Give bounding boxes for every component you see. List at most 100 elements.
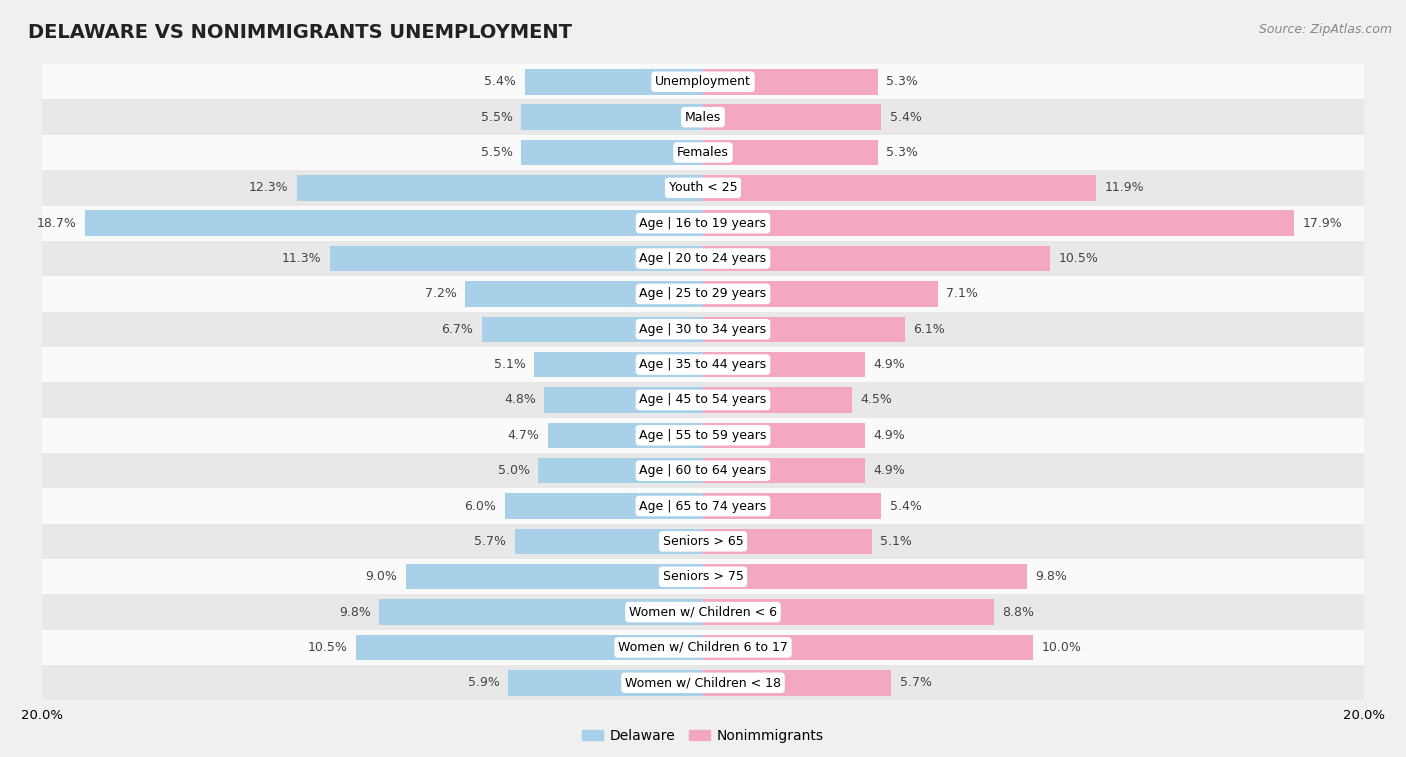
Bar [703,600,994,625]
Bar [42,453,1364,488]
Text: 6.1%: 6.1% [912,322,945,336]
Bar [703,670,891,696]
Bar [42,347,1364,382]
Text: Source: ZipAtlas.com: Source: ZipAtlas.com [1258,23,1392,36]
Text: 10.5%: 10.5% [1059,252,1098,265]
Text: DELAWARE VS NONIMMIGRANTS UNEMPLOYMENT: DELAWARE VS NONIMMIGRANTS UNEMPLOYMENT [28,23,572,42]
Bar [522,104,703,130]
Bar [42,312,1364,347]
Bar [703,281,938,307]
Bar [703,69,879,95]
Bar [42,135,1364,170]
Bar [508,670,703,696]
Bar [42,99,1364,135]
Text: 9.8%: 9.8% [339,606,371,618]
Bar [482,316,703,342]
Text: 5.4%: 5.4% [890,111,921,123]
Text: 5.7%: 5.7% [474,535,506,548]
Bar [42,559,1364,594]
Bar [42,594,1364,630]
Bar [703,458,865,484]
Text: Youth < 25: Youth < 25 [669,182,737,195]
Bar [534,352,703,377]
Text: 4.9%: 4.9% [873,428,905,442]
Text: Females: Females [678,146,728,159]
Bar [524,69,703,95]
Bar [537,458,703,484]
Text: 5.1%: 5.1% [880,535,911,548]
Text: 18.7%: 18.7% [37,217,77,229]
Text: 12.3%: 12.3% [249,182,288,195]
Text: Age | 16 to 19 years: Age | 16 to 19 years [640,217,766,229]
Text: Women w/ Children 6 to 17: Women w/ Children 6 to 17 [619,641,787,654]
Text: Age | 20 to 24 years: Age | 20 to 24 years [640,252,766,265]
Text: 10.5%: 10.5% [308,641,347,654]
Text: Age | 65 to 74 years: Age | 65 to 74 years [640,500,766,512]
Text: 6.0%: 6.0% [464,500,496,512]
Bar [380,600,703,625]
Bar [405,564,703,590]
Bar [42,241,1364,276]
Bar [703,422,865,448]
Bar [465,281,703,307]
Text: 7.1%: 7.1% [946,288,977,301]
Text: Age | 25 to 29 years: Age | 25 to 29 years [640,288,766,301]
Text: 5.1%: 5.1% [495,358,526,371]
Bar [703,175,1097,201]
Text: Age | 45 to 54 years: Age | 45 to 54 years [640,394,766,407]
Bar [42,418,1364,453]
Text: Women w/ Children < 18: Women w/ Children < 18 [626,676,780,690]
Bar [42,524,1364,559]
Text: Unemployment: Unemployment [655,75,751,89]
Text: 4.8%: 4.8% [505,394,536,407]
Text: 9.8%: 9.8% [1035,570,1067,583]
Bar [522,140,703,165]
Text: Women w/ Children < 6: Women w/ Children < 6 [628,606,778,618]
Text: 5.3%: 5.3% [886,146,918,159]
Bar [356,634,703,660]
Text: Age | 55 to 59 years: Age | 55 to 59 years [640,428,766,442]
Bar [515,528,703,554]
Text: 10.0%: 10.0% [1042,641,1081,654]
Text: 5.3%: 5.3% [886,75,918,89]
Text: 4.5%: 4.5% [860,394,891,407]
Text: 6.7%: 6.7% [441,322,474,336]
Bar [703,352,865,377]
Bar [42,64,1364,99]
Text: 5.0%: 5.0% [498,464,530,477]
Text: 5.4%: 5.4% [890,500,921,512]
Bar [42,630,1364,665]
Text: 4.9%: 4.9% [873,358,905,371]
Bar [42,488,1364,524]
Bar [548,422,703,448]
Bar [42,205,1364,241]
Bar [703,316,904,342]
Bar [703,388,852,413]
Text: Seniors > 65: Seniors > 65 [662,535,744,548]
Bar [703,104,882,130]
Text: 5.7%: 5.7% [900,676,932,690]
Text: 4.9%: 4.9% [873,464,905,477]
Text: 9.0%: 9.0% [366,570,398,583]
Text: Age | 60 to 64 years: Age | 60 to 64 years [640,464,766,477]
Bar [42,382,1364,418]
Text: Seniors > 75: Seniors > 75 [662,570,744,583]
Legend: Delaware, Nonimmigrants: Delaware, Nonimmigrants [576,724,830,749]
Text: Males: Males [685,111,721,123]
Bar [86,210,703,236]
Bar [703,210,1295,236]
Text: 17.9%: 17.9% [1303,217,1343,229]
Bar [505,494,703,519]
Bar [329,246,703,271]
Text: 11.3%: 11.3% [281,252,322,265]
Bar [42,665,1364,700]
Bar [297,175,703,201]
Bar [703,528,872,554]
Bar [703,246,1050,271]
Text: Age | 35 to 44 years: Age | 35 to 44 years [640,358,766,371]
Bar [42,276,1364,312]
Text: 5.5%: 5.5% [481,111,513,123]
Text: 7.2%: 7.2% [425,288,457,301]
Bar [703,564,1026,590]
Bar [703,494,882,519]
